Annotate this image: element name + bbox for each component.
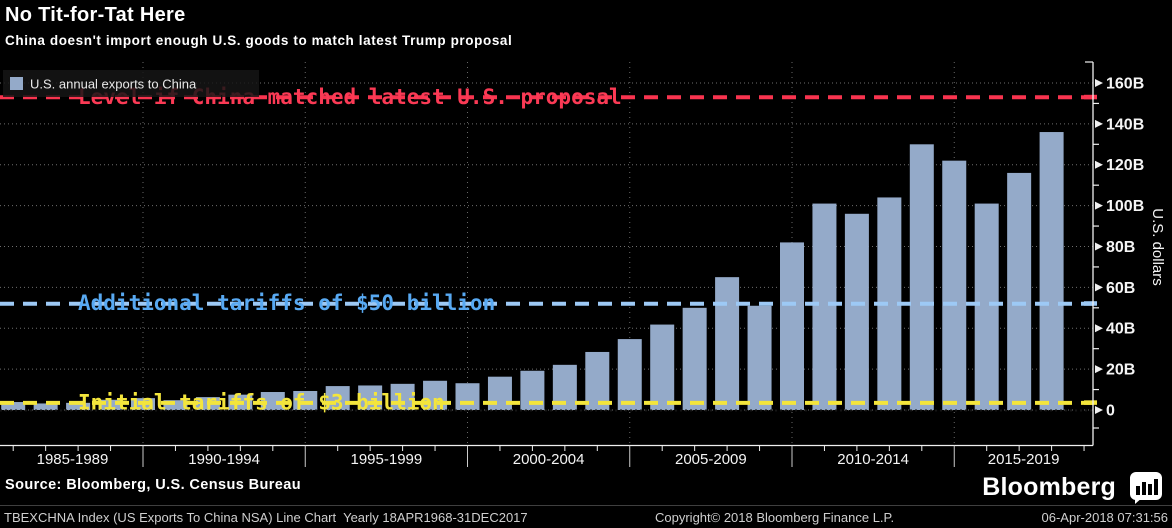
x-axis-label: 2010-2014 — [837, 451, 909, 468]
bar-2014 — [942, 160, 967, 410]
x-axis-label: 1990-1994 — [188, 451, 260, 468]
status-copyright: Copyright© 2018 Bloomberg Finance L.P. — [655, 510, 895, 525]
bar-2011 — [844, 213, 869, 410]
bar-2006 — [682, 307, 707, 410]
axes: 1985-1989 1990-1994 1995-1999 2000-2004 2005… — [0, 61, 1166, 468]
chart-canvas[interactable]: Level if China matched latest U.S. propo… — [0, 0, 1172, 470]
bar-2003 — [585, 351, 610, 410]
y-axis-label: 120B — [1106, 157, 1144, 174]
bar-2015 — [974, 203, 999, 410]
legend-swatch — [10, 77, 23, 90]
x-axis-label: 2005-2009 — [675, 451, 747, 468]
chart-title: No Tit-for-Tat Here — [5, 4, 186, 26]
y-tick-arrow — [1095, 242, 1103, 251]
bar-2004 — [617, 339, 642, 410]
bar-1988 — [98, 399, 123, 410]
legend-label: U.S. annual exports to China — [30, 77, 197, 92]
bar-2005 — [650, 324, 675, 410]
bar-2013 — [909, 144, 934, 410]
bar-2000 — [487, 376, 512, 410]
y-tick-arrow — [1095, 78, 1103, 87]
status-bar: TBEXCHNA Index (US Exports To China NSA)… — [0, 509, 1172, 528]
yellow-line-label: Initial tariffs of $3 billion — [78, 390, 445, 414]
bar-1990 — [163, 400, 188, 410]
y-axis-label: 140B — [1106, 116, 1144, 133]
bloomberg-wordmark: Bloomberg — [982, 473, 1116, 501]
blue-axis-marker — [1084, 301, 1097, 306]
y-axis-label: 0 — [1106, 403, 1115, 420]
bar-2008 — [747, 305, 772, 410]
yellow-axis-marker — [1084, 400, 1097, 405]
y-axis-label: 160B — [1106, 75, 1144, 92]
x-axis-label: 2000-2004 — [513, 451, 585, 468]
status-datetime: 06-Apr-2018 07:31:56 — [1041, 510, 1168, 525]
bar-1985 — [1, 402, 26, 410]
bar-1993 — [260, 392, 285, 410]
y-axis-label: 100B — [1106, 198, 1144, 215]
y-tick-arrow — [1095, 283, 1103, 292]
x-axis-label: 1995-1999 — [351, 451, 423, 468]
bar-1986 — [33, 403, 58, 410]
bar-1987 — [66, 402, 91, 410]
x-axis-label: 1985-1989 — [37, 451, 109, 468]
status-ticker-info: TBEXCHNA Index (US Exports To China NSA)… — [4, 510, 528, 525]
legend-panel — [3, 70, 259, 97]
source-note: Source: Bloomberg, U.S. Census Bureau — [5, 477, 301, 493]
y-axis-label: 20B — [1106, 362, 1135, 379]
bar-1994 — [293, 390, 318, 410]
bar-2010 — [812, 203, 837, 410]
y-axis-label: 60B — [1106, 280, 1135, 297]
y-tick-arrow — [1095, 324, 1103, 333]
x-axis-label: 2015-2019 — [988, 451, 1060, 468]
bloomberg-logo-icon — [1130, 472, 1162, 504]
y-tick-arrow — [1095, 365, 1103, 374]
bar-1997 — [390, 383, 415, 410]
y-tick-arrow — [1095, 119, 1103, 128]
bar-2017 — [1039, 132, 1064, 410]
bar-2009 — [780, 242, 804, 410]
bar-2016 — [1007, 172, 1032, 410]
statusbar-divider — [0, 505, 1172, 506]
bar-1996 — [358, 385, 383, 410]
bar-series — [0, 132, 1093, 412]
y-tick-arrow — [1095, 406, 1103, 414]
bar-1998 — [423, 380, 448, 410]
y-tick-arrow — [1095, 160, 1103, 169]
y-tick-arrow — [1095, 201, 1103, 210]
y-axis-label: 80B — [1106, 239, 1135, 256]
red-axis-marker — [1084, 94, 1097, 100]
y-axis-title: U.S. dollars — [1149, 208, 1166, 286]
bar-1999 — [455, 383, 480, 410]
bar-2007 — [715, 277, 740, 410]
chart-subtitle: China doesn't import enough U.S. goods t… — [5, 33, 513, 48]
y-axis-label: 40B — [1106, 321, 1135, 338]
blue-line-label: Additional tariffs of $50 billion — [78, 291, 495, 315]
legend[interactable]: U.S. annual exports to China — [3, 70, 259, 97]
